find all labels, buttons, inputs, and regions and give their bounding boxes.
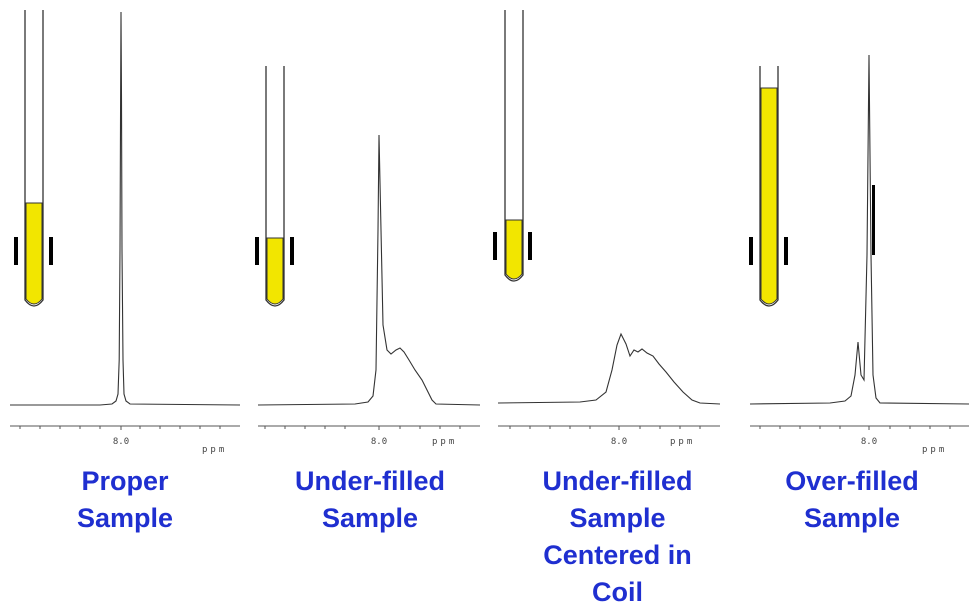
panel-over-filled-sample: 8.0 ppm [749, 54, 969, 455]
coil-marker-left [255, 237, 259, 265]
ppm-axis: 8.0 ppm [498, 425, 720, 447]
unit-label: ppm [202, 445, 227, 455]
nmr-peak-line [497, 332, 721, 405]
panel-under-filled-centered-sample: 8.0 ppm [493, 10, 721, 447]
label-line: Proper [81, 466, 169, 496]
panel-label-under-filled-centered-sample: Under-filled Sample Centered in Coil [520, 463, 715, 611]
unit-label: ppm [922, 445, 947, 455]
peak-marker [872, 185, 875, 255]
panel-label-under-filled-sample: Under-filled Sample [275, 463, 465, 537]
nmr-peak-line [257, 134, 481, 406]
coil-marker-right [290, 237, 294, 265]
label-line: Over-filled [785, 466, 919, 496]
ppm-axis: 8.0 ppm [258, 425, 480, 447]
label-line: Coil [592, 577, 643, 607]
coil-marker-right [784, 237, 788, 265]
ppm-axis: 8.0 ppm [750, 425, 969, 455]
label-line: Sample [569, 503, 666, 533]
label-line: Under-filled [294, 466, 445, 496]
coil-marker-left [493, 232, 497, 260]
sample-tube [24, 10, 44, 307]
nmr-peak-line [10, 11, 241, 406]
label-line: Sample [803, 503, 901, 533]
nmr-peak-line [749, 54, 969, 405]
coil-marker-right [49, 237, 53, 265]
panel-label-proper-sample: Proper Sample [55, 463, 195, 537]
label-line: Sample [76, 503, 174, 533]
coil-marker-right [528, 232, 532, 260]
ppm-axis: 8.0 ppm [10, 425, 240, 455]
panel-label-over-filled-sample: Over-filled Sample [762, 463, 942, 537]
tick-label: 8.0 [611, 437, 627, 447]
tick-label: 8.0 [861, 437, 877, 447]
tick-label: 8.0 [371, 437, 387, 447]
sample-tube [504, 10, 524, 282]
coil-marker-left [749, 237, 753, 265]
tick-label: 8.0 [113, 437, 129, 447]
label-line: Sample [321, 503, 419, 533]
panel-proper-sample: 8.0 ppm [10, 10, 241, 455]
coil-marker-left [14, 237, 18, 265]
label-line: Under-filled [542, 466, 693, 496]
label-line: Centered in [543, 540, 692, 570]
unit-label: ppm [670, 437, 695, 447]
panel-under-filled-sample: 8.0 ppm [255, 66, 481, 447]
unit-label: ppm [432, 437, 457, 447]
sample-tube [759, 66, 779, 307]
sample-tube [265, 66, 285, 307]
